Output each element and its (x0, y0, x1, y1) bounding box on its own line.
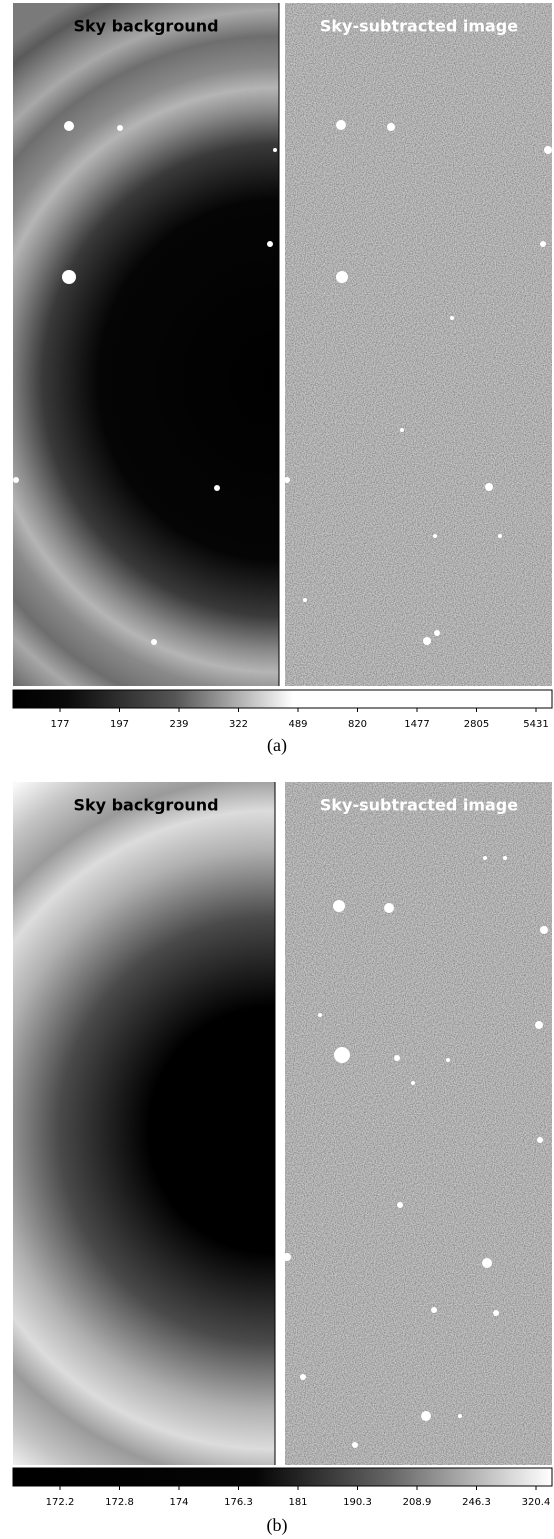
colorbar-tick-label: 246.3 (462, 1497, 491, 1508)
star (336, 271, 348, 283)
colorbar-tick-label: 181 (288, 1497, 307, 1508)
star (334, 1047, 350, 1063)
star (458, 1414, 462, 1418)
colorbar-tick-label: 190.3 (343, 1497, 372, 1508)
left-title: Sky background (73, 796, 218, 815)
colorbar-tick-label: 174 (169, 1497, 188, 1508)
star (537, 1137, 543, 1143)
star (544, 146, 552, 154)
left-title: Sky background (73, 17, 218, 36)
colorbar-tick-label: 820 (348, 719, 367, 730)
star (117, 125, 123, 131)
panels: Sky background Sky-subtracted image 177 197… (12, 3, 553, 1536)
colorbar-tick-label: 2805 (464, 719, 489, 730)
star (450, 316, 454, 320)
star (446, 1058, 450, 1062)
colorbar-tick-label: 320.4 (522, 1497, 551, 1508)
colorbar-tick-label: 197 (110, 719, 129, 730)
star (352, 1442, 358, 1448)
star (431, 1307, 437, 1313)
star (535, 1021, 543, 1029)
colorbar-tick-label: 5431 (523, 719, 548, 730)
star (411, 1081, 415, 1085)
caption: (b) (267, 1515, 288, 1536)
star (397, 1202, 403, 1208)
sky-subtracted-image (285, 782, 552, 1465)
star (434, 630, 440, 636)
star (540, 241, 546, 247)
colorbar-tick-label: 176.3 (224, 1497, 253, 1508)
colorbar-tick-label: 322 (229, 719, 248, 730)
star (284, 477, 290, 483)
right-title: Sky-subtracted image (320, 17, 518, 36)
star (433, 534, 437, 538)
star (336, 120, 346, 130)
colorbar-tick-label: 172.2 (46, 1497, 75, 1508)
colorbar (12, 1467, 553, 1487)
sky-background-image (13, 782, 275, 1465)
star (485, 483, 493, 491)
star (387, 123, 395, 131)
star (421, 1411, 431, 1421)
sky-background-image (13, 3, 279, 686)
panel: Sky background Sky-subtracted image 172.2 1… (12, 782, 553, 1536)
star (300, 1374, 306, 1380)
colorbar-tick-label: 177 (50, 719, 69, 730)
colorbar-tick-label: 172.8 (105, 1497, 134, 1508)
colorbar (12, 689, 553, 709)
star (503, 856, 507, 860)
colorbar-tick-label: 1477 (404, 719, 429, 730)
star (267, 241, 273, 247)
colorbar-tick-label: 239 (169, 719, 188, 730)
star (214, 485, 220, 491)
star (498, 534, 502, 538)
star (151, 639, 157, 645)
colorbar-tick-label: 489 (288, 719, 307, 730)
star (303, 598, 307, 602)
colorbar-tick-label: 208.9 (403, 1497, 432, 1508)
right-title: Sky-subtracted image (320, 796, 518, 815)
star (62, 270, 76, 284)
star (13, 477, 19, 483)
star (423, 637, 431, 645)
star (333, 900, 345, 912)
star (400, 428, 404, 432)
caption: (a) (267, 735, 287, 756)
star (540, 926, 548, 934)
star (318, 1013, 322, 1017)
star (384, 903, 394, 913)
star (64, 121, 74, 131)
star (483, 856, 487, 860)
star (493, 1310, 499, 1316)
panel: Sky background Sky-subtracted image 177 197… (12, 3, 553, 756)
star (482, 1258, 492, 1268)
star (283, 1253, 291, 1261)
star (273, 148, 277, 152)
star (394, 1055, 400, 1061)
sky-subtracted-image (285, 3, 552, 686)
